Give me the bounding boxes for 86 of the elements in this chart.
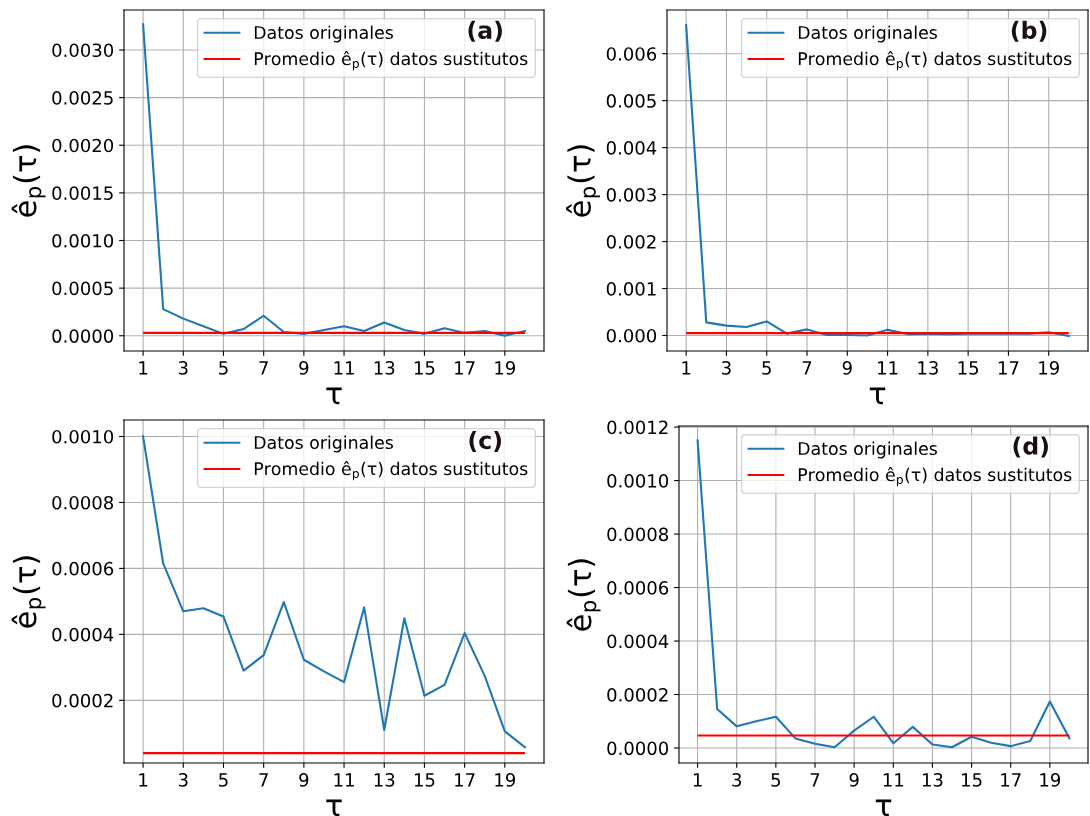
annotation: (a) [468,20,502,42]
legend-label: Datos originales [254,435,393,453]
y-axis-title: ê$_{p}$(τ) [566,145,601,217]
annotation: (b) [1011,20,1047,42]
x-tick-label: 13 [922,773,943,787]
y-tick-label: 0.0030 [52,43,114,58]
x-tick-label: 13 [374,773,395,787]
x-tick-label: 9 [299,773,309,787]
x-tick-label: 13 [374,361,395,375]
x-tick-label: 19 [495,361,516,375]
y-tick-label: 0.000 [606,328,657,343]
x-tick-label: 17 [1001,773,1021,787]
y-tick-label: 0.0006 [52,561,114,576]
x-tick-label: 11 [334,361,354,375]
x-tick-label: 3 [178,773,188,787]
x-tick-label: 11 [883,773,904,787]
y-tick-label: 0.003 [606,188,656,202]
x-tick-label: 15 [414,361,435,375]
annotation: (d) [1013,436,1048,458]
x-tick-label: 7 [259,361,268,375]
y-tick-label: 0.005 [606,94,656,108]
x-axis-title: τ [875,799,892,816]
y-tick-label: 0.0000 [607,741,669,756]
annotation: (c) [469,430,501,452]
y-tick-label: 0.006 [606,47,657,61]
x-tick-label: 1 [139,361,148,375]
x-tick-label: 5 [219,361,228,375]
y-tick-label: 0.0000 [52,329,114,343]
x-axis-title: τ [326,387,342,405]
x-tick-label: 19 [1040,773,1061,787]
x-tick-label: 3 [722,361,731,375]
y-tick-label: 0.0004 [607,634,669,649]
legend-label: Promedio ê$_{p}$(τ) datos sustitutos [254,51,528,71]
x-tick-label: 7 [259,773,268,787]
x-tick-label: 17 [455,361,475,375]
y-tick-label: 0.0002 [52,693,113,708]
y-tick-label: 0.0010 [52,233,114,248]
x-tick-label: 11 [334,773,354,787]
x-tick-label: 15 [962,773,982,787]
y-tick-label: 0.002 [606,235,656,249]
x-tick-label: 17 [455,773,475,787]
x-axis-title: τ [869,387,886,405]
x-tick-label: 13 [918,361,938,375]
y-tick-label: 0.001 [606,281,656,296]
y-tick-label: 0.0004 [52,627,114,642]
legend-label: Datos originales [798,441,937,459]
x-tick-label: 3 [732,773,742,787]
x-tick-label: 5 [771,773,781,787]
x-tick-label: 19 [495,773,516,787]
y-tick-label: 0.0008 [607,527,669,542]
y-axis-title: ê$_{p}$(τ) [566,559,601,631]
x-tick-label: 5 [219,773,228,787]
legend-label: Promedio ê$_{p}$(τ) datos sustitutos [254,461,528,481]
y-tick-label: 0.0010 [607,474,669,488]
legend-label: Datos originales [254,25,393,43]
x-tick-label: 1 [682,361,691,375]
legend-label: Promedio ê$_{p}$(τ) datos sustitutos [798,467,1072,487]
y-tick-label: 0.0025 [52,91,113,105]
y-tick-label: 0.004 [606,141,657,155]
x-tick-label: 17 [998,361,1019,375]
x-tick-label: 1 [693,773,702,787]
legend-label: Datos originales [798,25,937,43]
x-tick-label: 5 [762,361,771,375]
y-tick-label: 0.0008 [52,495,114,510]
y-tick-label: 0.0020 [52,138,114,153]
x-tick-label: 3 [178,361,188,375]
y-tick-label: 0.0010 [52,429,114,444]
y-tick-label: 0.0005 [52,281,113,296]
y-tick-label: 0.0012 [607,420,668,435]
x-tick-label: 15 [414,773,435,787]
x-tick-label: 9 [842,361,852,375]
legend-label: Promedio ê$_{p}$(τ) datos sustitutos [798,51,1072,71]
y-tick-label: 0.0006 [607,581,669,595]
x-tick-label: 7 [802,361,812,375]
x-tick-label: 9 [299,361,309,375]
x-tick-label: 7 [810,773,820,787]
y-tick-label: 0.0015 [52,186,113,200]
y-axis-title: ê$_{p}$(τ) [11,556,46,628]
x-tick-label: 19 [1039,361,1059,375]
x-tick-label: 1 [139,773,148,787]
x-tick-label: 9 [849,773,859,787]
y-axis-title: ê$_{p}$(τ) [11,145,46,217]
x-axis-title: τ [326,799,342,816]
x-tick-label: 15 [958,361,979,375]
y-tick-label: 0.0002 [607,687,668,702]
x-tick-label: 11 [878,361,898,375]
